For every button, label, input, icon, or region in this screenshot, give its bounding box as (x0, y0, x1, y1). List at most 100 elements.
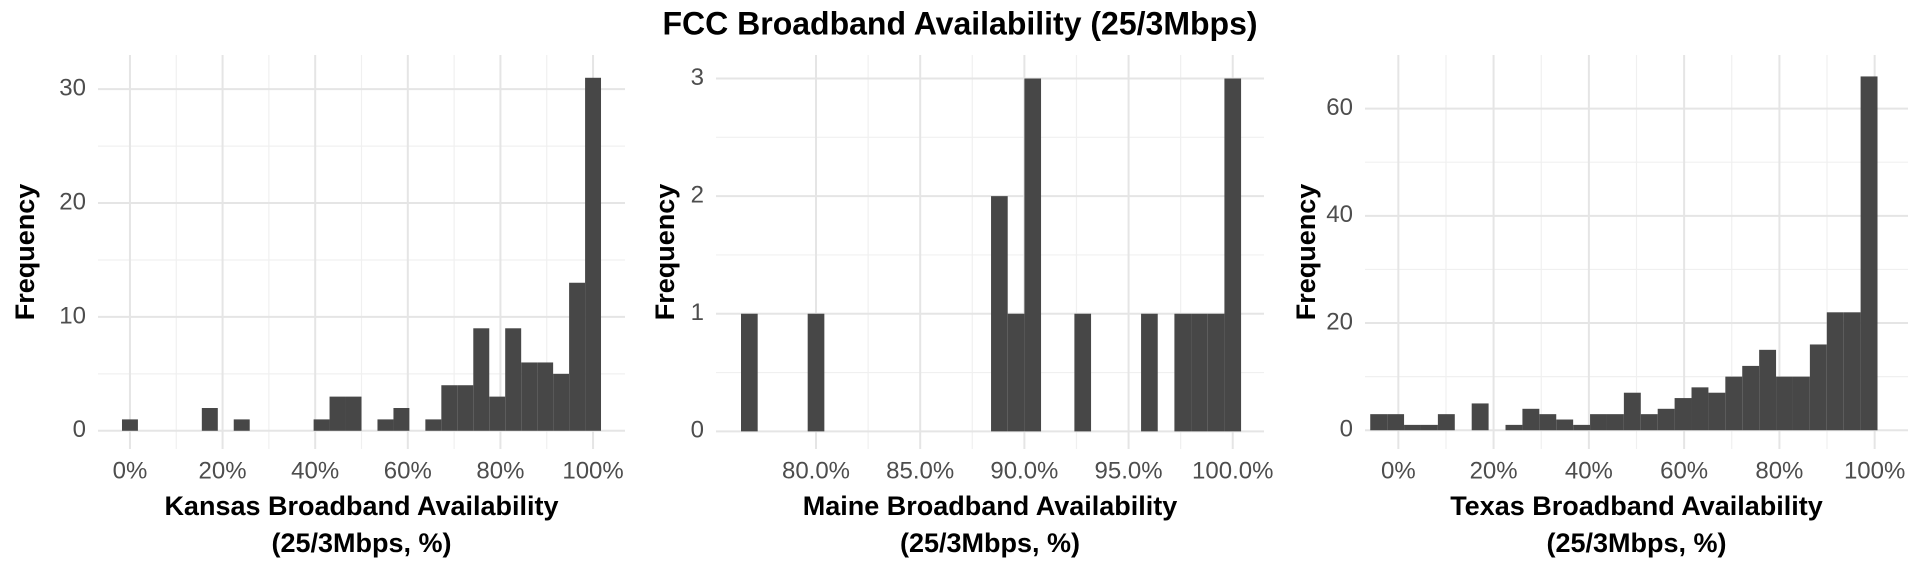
bar (393, 408, 410, 431)
bar (1437, 414, 1455, 431)
x-axis-title: Kansas Broadband Availability (164, 491, 558, 521)
bar (1404, 424, 1421, 431)
x-axis-title: (25/3Mbps, %) (1546, 528, 1726, 558)
x-tick-label: 60% (384, 457, 432, 484)
y-tick-label: 2 (691, 181, 704, 208)
bar (1623, 392, 1641, 431)
bar (1809, 344, 1827, 431)
bar (1471, 403, 1489, 431)
bar (1606, 414, 1624, 431)
y-axis-title: Frequency (10, 184, 40, 321)
panel: 0 10 20 30 0% 20% 40% 60% 80% 100%Kansas Broadban… (10, 55, 625, 558)
y-axis-title: Frequency (650, 184, 680, 321)
y-tick-label: 0 (1340, 416, 1353, 443)
bar (1826, 312, 1844, 431)
bar (1556, 419, 1574, 431)
y-axis-title: Frequency (1291, 184, 1321, 321)
bar (569, 282, 586, 431)
bar (1024, 78, 1042, 432)
x-tick-label: 20% (1470, 457, 1518, 484)
bar (553, 373, 570, 431)
bar (1742, 365, 1760, 431)
bar (1725, 376, 1743, 431)
x-axis-title: (25/3Mbps, %) (900, 528, 1080, 558)
x-tick-label: 100% (562, 457, 623, 484)
bar (1522, 408, 1540, 431)
panel: 0 1 2 3 80.0% 85.0% 90.0% 95.0% 100.0% Maine Broa… (650, 55, 1273, 558)
y-tick-label: 60 (1326, 94, 1353, 121)
bar (233, 419, 250, 431)
bar (425, 419, 442, 431)
x-tick-label: 80% (1755, 457, 1803, 484)
x-tick-label: 40% (291, 457, 339, 484)
bar (1074, 313, 1092, 432)
x-tick-label: 100.0% (1192, 457, 1273, 484)
bar (377, 419, 394, 431)
y-tick-label: 20 (1326, 308, 1353, 335)
bar (1174, 313, 1192, 432)
x-tick-label: 80.0% (782, 457, 850, 484)
x-tick-label: 20% (199, 457, 247, 484)
bar (1370, 414, 1388, 431)
bar (457, 385, 474, 431)
bar (1674, 398, 1692, 431)
bar (1141, 313, 1158, 432)
bar (741, 313, 758, 432)
bar (991, 196, 1008, 432)
bar (473, 328, 490, 431)
bar (489, 396, 506, 431)
bar (201, 408, 218, 431)
y-tick-label: 20 (59, 188, 86, 215)
x-tick-label: 80% (476, 457, 524, 484)
bar (441, 385, 458, 431)
bar (585, 77, 602, 431)
bar (505, 328, 522, 431)
y-tick-label: 0 (691, 417, 704, 444)
bar (1657, 408, 1675, 431)
bar (1505, 424, 1523, 431)
bar (313, 419, 330, 431)
x-tick-label: 85.0% (886, 457, 954, 484)
x-tick-label: 60% (1660, 457, 1708, 484)
figure-title: FCC Broadband Availability (25/3Mbps) (662, 5, 1257, 41)
bar (521, 362, 538, 431)
bar (1573, 424, 1591, 431)
x-axis-title: Maine Broadband Availability (803, 491, 1178, 521)
bar (807, 313, 825, 432)
bar (1387, 414, 1405, 431)
bar (1776, 376, 1793, 431)
bar (1860, 76, 1878, 431)
x-tick-label: 40% (1565, 457, 1613, 484)
panel: 0 20 40 60 0% 20% 40% 60% 80% 100% Texas Broadband… (1291, 55, 1908, 558)
y-tick-label: 10 (59, 302, 86, 329)
bar (329, 396, 346, 431)
y-tick-label: 3 (691, 64, 704, 91)
bar (121, 419, 138, 431)
y-tick-label: 0 (73, 416, 86, 443)
y-tick-label: 30 (59, 75, 86, 102)
bar (1420, 424, 1438, 431)
x-tick-label: 0% (113, 457, 148, 484)
bar (1207, 313, 1225, 432)
y-tick-label: 40 (1326, 201, 1353, 228)
bar (1640, 414, 1658, 431)
bar (1007, 313, 1025, 432)
x-tick-label: 95.0% (1095, 457, 1163, 484)
bar (1539, 414, 1557, 431)
bar (345, 396, 362, 431)
bar (1191, 313, 1208, 432)
bar (1708, 392, 1726, 431)
bar (1792, 376, 1810, 431)
bar (1691, 387, 1709, 431)
x-axis-title: (25/3Mbps, %) (271, 528, 451, 558)
bar (537, 362, 554, 431)
x-tick-label: 100% (1844, 457, 1905, 484)
y-tick-label: 1 (691, 299, 704, 326)
x-axis-title: Texas Broadband Availability (1450, 491, 1823, 521)
bar (1843, 312, 1861, 431)
bar (1590, 414, 1607, 431)
x-tick-label: 0% (1381, 457, 1416, 484)
x-tick-label: 90.0% (990, 457, 1058, 484)
